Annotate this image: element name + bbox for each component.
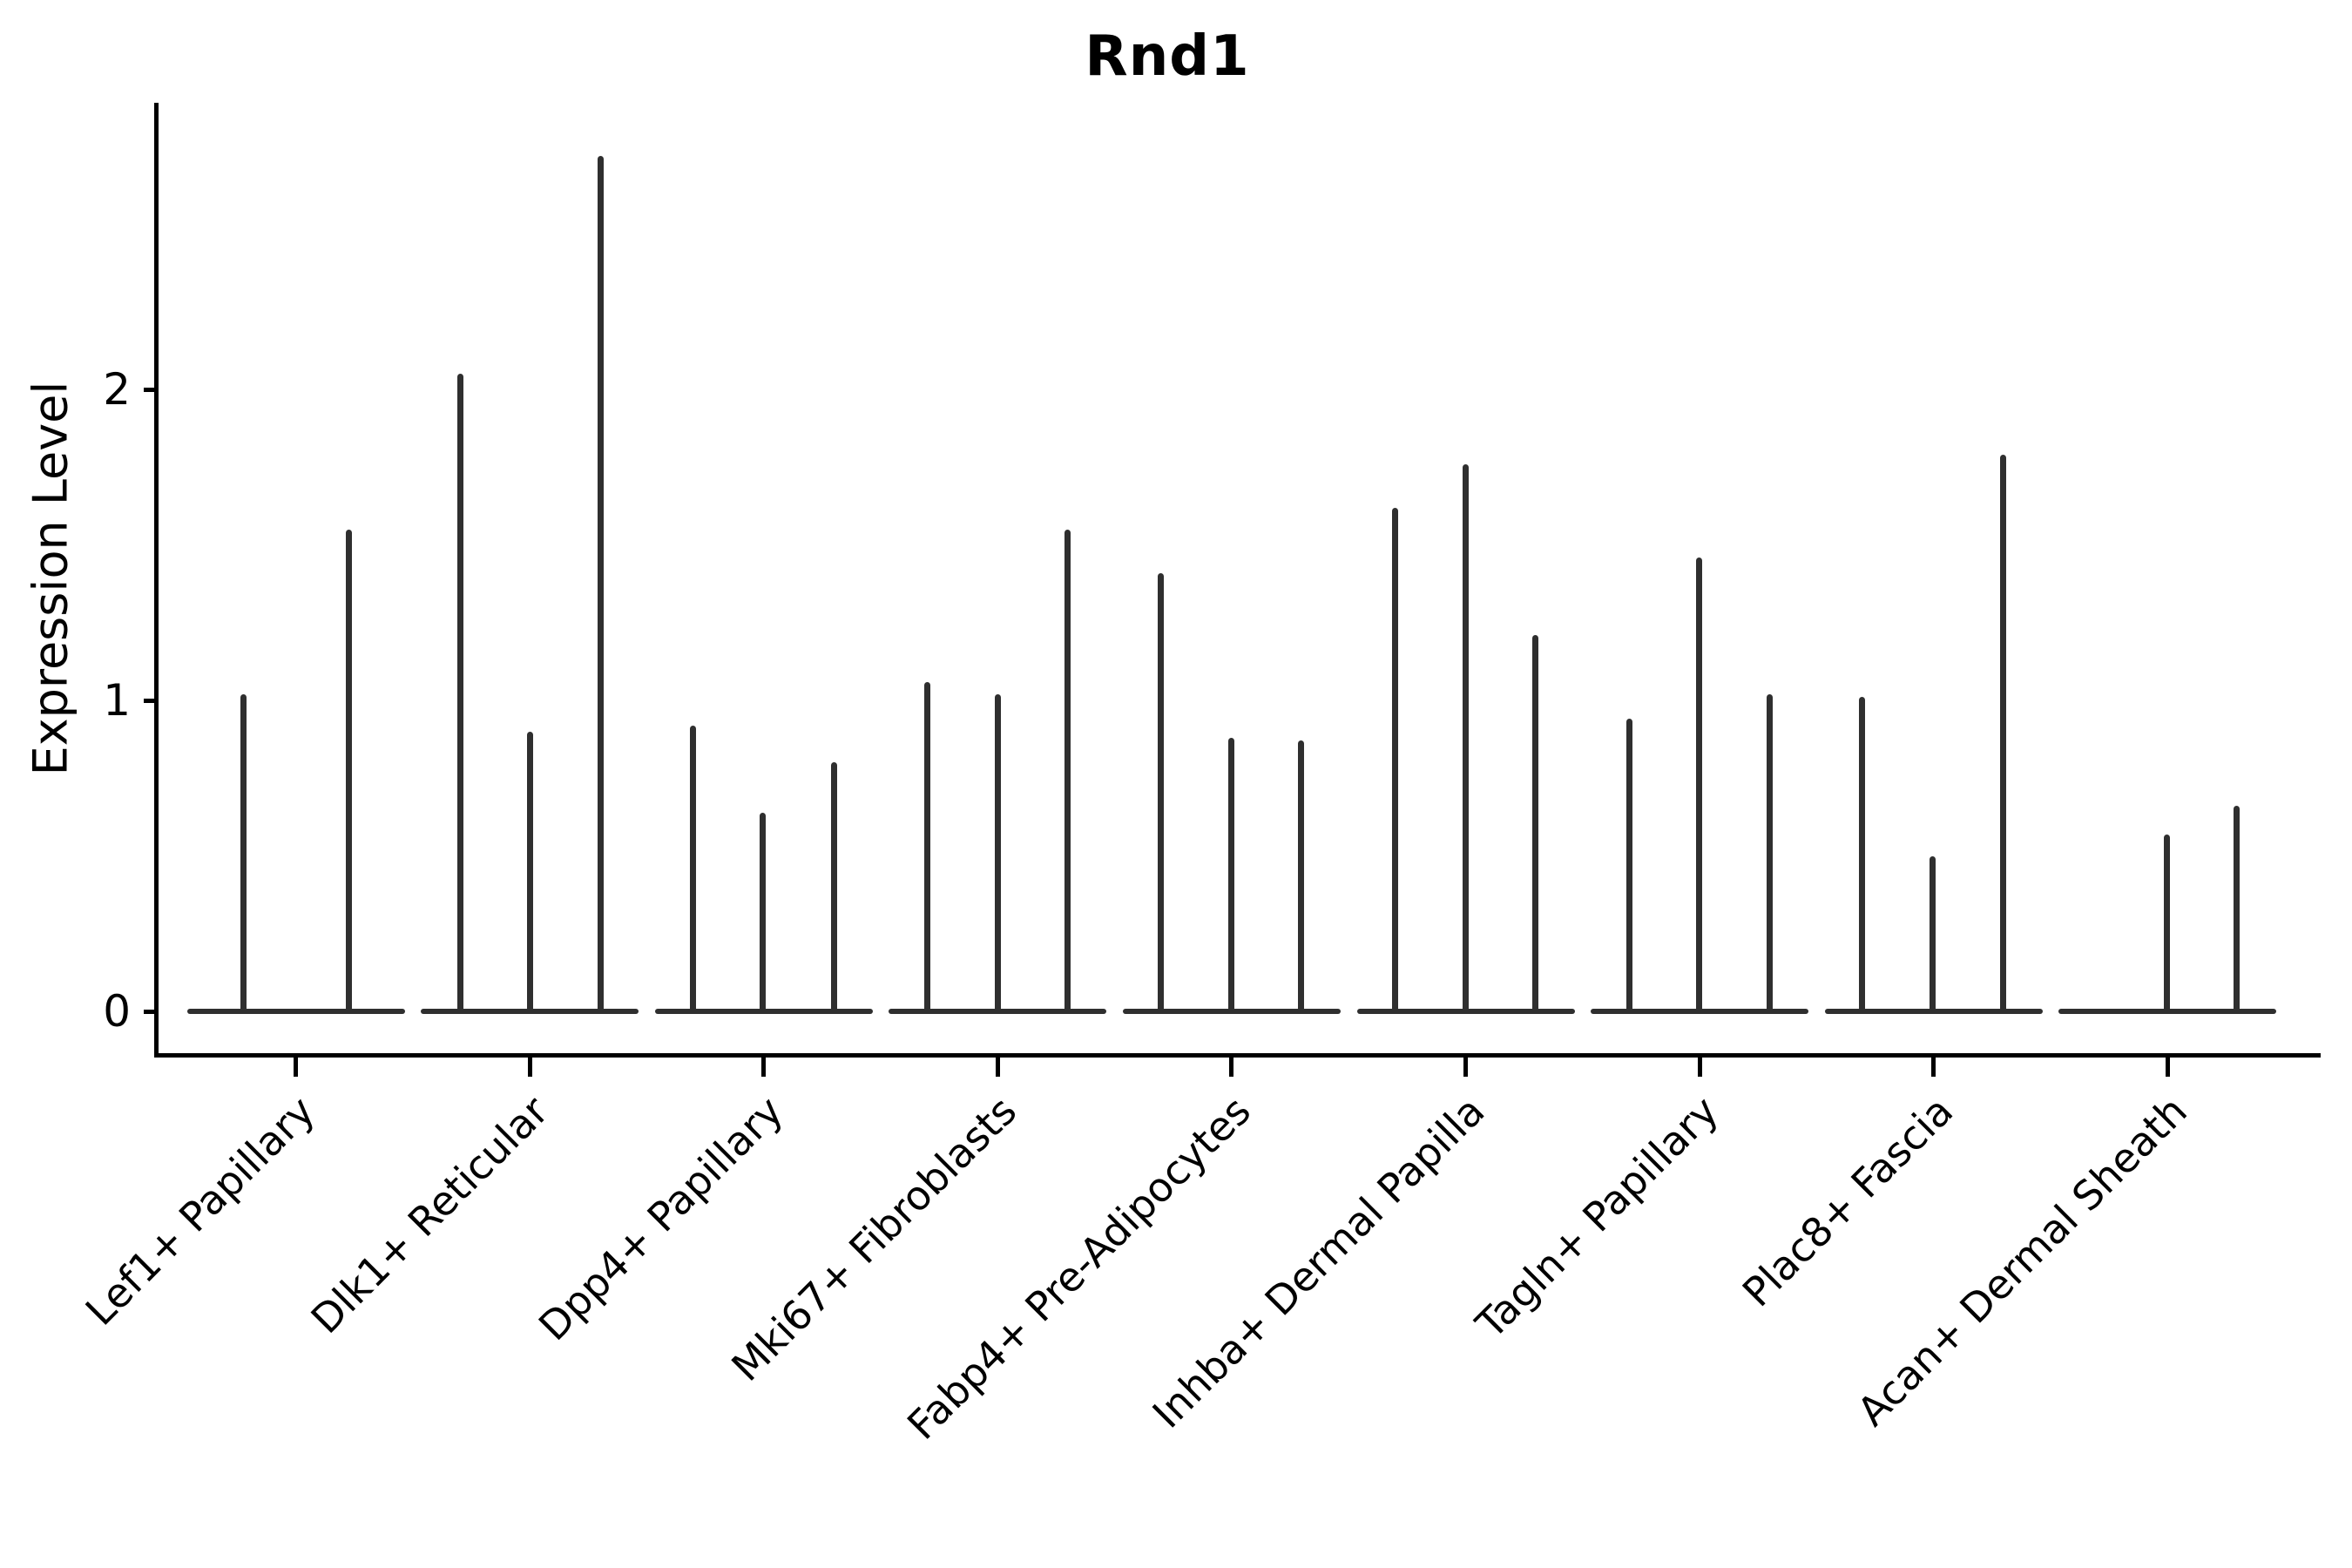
x-axis-spine (154, 1053, 2321, 1058)
violin-baseline (186, 1009, 405, 1014)
violin-spike (690, 725, 697, 1014)
x-tick-label: Plac8+ Fascia (1733, 1087, 1962, 1316)
y-tick-mark (144, 387, 156, 392)
violin-spike (1228, 737, 1235, 1014)
violin-spike (1930, 855, 1936, 1014)
x-tick-label: Tagln+ Papillary (1467, 1087, 1728, 1348)
x-tick-mark (1931, 1058, 1936, 1077)
y-tick-mark (144, 1009, 156, 1014)
violin-spike (760, 812, 767, 1014)
violin-spike (1158, 572, 1165, 1014)
x-tick-mark (761, 1058, 767, 1077)
x-tick-mark (995, 1058, 1000, 1077)
violin-spike (831, 762, 838, 1014)
violin-spike (994, 693, 1001, 1014)
violin-spike (2000, 454, 2007, 1014)
y-tick-mark (144, 698, 156, 703)
x-tick-label: Dlk1+ Reticular (302, 1087, 558, 1343)
violin-spike (1766, 693, 1773, 1014)
violin-spike (1392, 507, 1398, 1014)
y-axis-spine (154, 103, 159, 1058)
violin-spike (2233, 806, 2240, 1014)
violin-spike (1695, 557, 1702, 1014)
violin-spike (923, 681, 930, 1014)
x-tick-mark (1697, 1058, 1702, 1077)
x-tick-mark (527, 1058, 532, 1077)
x-tick-label: Lef1+ Papillary (76, 1087, 324, 1335)
violin-spike (456, 374, 463, 1014)
violin-spike (240, 693, 247, 1014)
x-tick-mark (2165, 1058, 2170, 1077)
x-tick-label: Dpp4+ Papillary (529, 1087, 792, 1350)
violin-spike (597, 156, 604, 1014)
violin-spike (1064, 529, 1071, 1014)
violin-spike (526, 731, 533, 1014)
violin-spike (1625, 719, 1632, 1014)
violin-spike (346, 529, 352, 1014)
y-tick-label: 1 (103, 675, 131, 726)
chart-title: Rnd1 (1085, 24, 1250, 89)
x-tick-mark (1229, 1058, 1234, 1077)
x-tick-mark (294, 1058, 298, 1077)
violin-spike (1532, 635, 1538, 1014)
x-tick-mark (1463, 1058, 1468, 1077)
violin-spike (2163, 834, 2170, 1014)
y-tick-label: 0 (103, 986, 131, 1037)
violin-spike (1298, 740, 1305, 1014)
violin-spike (1859, 697, 1866, 1014)
y-tick-label: 2 (103, 364, 131, 415)
violin-spike (1463, 463, 1469, 1014)
